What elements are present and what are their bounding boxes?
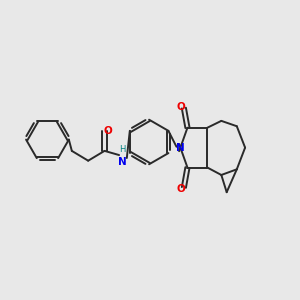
Text: O: O — [176, 184, 185, 194]
Text: O: O — [103, 126, 112, 136]
Text: N: N — [118, 157, 127, 167]
Text: H: H — [119, 145, 126, 154]
Text: N: N — [176, 142, 185, 153]
Text: O: O — [176, 102, 185, 112]
